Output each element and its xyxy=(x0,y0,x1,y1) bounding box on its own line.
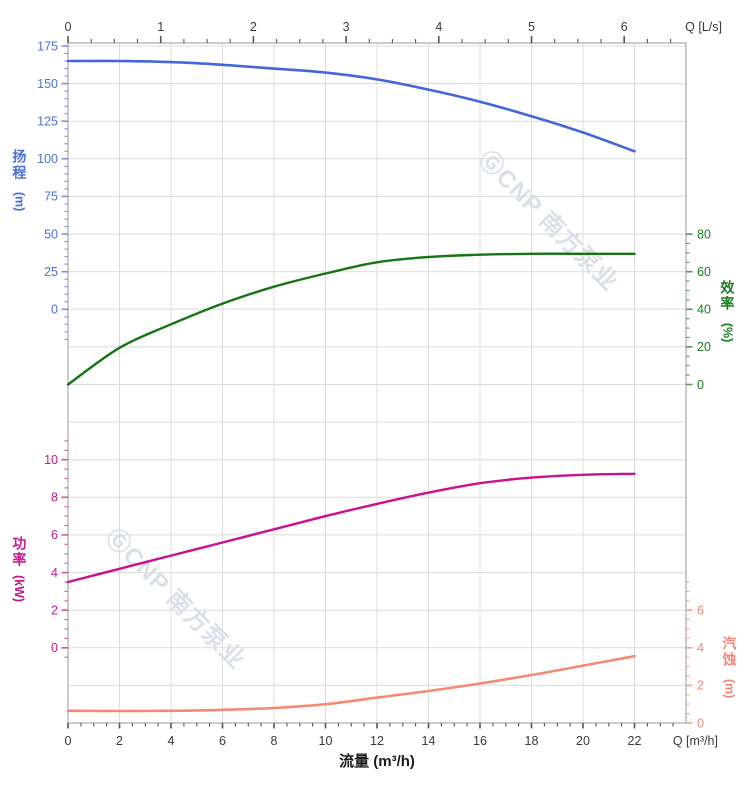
svg-text:60: 60 xyxy=(697,265,711,279)
bottom-axis: 0 2 4 6 8 10 12 14 16 18 20 22 xyxy=(65,723,674,748)
power-curve xyxy=(66,472,636,584)
bottom-axis-unit-label: Q [m³/h] xyxy=(672,734,718,748)
top-axis: 0 1 2 3 4 5 6 xyxy=(65,20,672,43)
flow-axis-title: 流量 (m³/h) xyxy=(339,753,415,770)
efficiency-axis-unit: (%) xyxy=(720,322,735,343)
svg-text:22: 22 xyxy=(628,734,642,748)
power-axis-unit: (kW) xyxy=(12,575,27,603)
head-axis: 175 150 125 100 75 50 25 0 xyxy=(37,39,68,340)
power-axis-title-text: 功率 xyxy=(11,536,28,568)
svg-text:0: 0 xyxy=(51,641,58,655)
efficiency-axis-title-text: 效率 xyxy=(719,280,736,312)
svg-text:20: 20 xyxy=(576,734,590,748)
top-axis-unit-label: Q [L/s] xyxy=(685,20,722,34)
svg-text:80: 80 xyxy=(697,227,711,241)
efficiency-axis: 80 60 40 20 0 xyxy=(686,227,711,392)
svg-text:25: 25 xyxy=(44,265,58,279)
head-axis-title-text: 扬程 xyxy=(11,149,28,181)
svg-text:8: 8 xyxy=(51,491,58,505)
npsh-axis-title: 汽蚀 (m) xyxy=(718,636,740,699)
npsh-curve xyxy=(66,654,636,713)
svg-text:8: 8 xyxy=(271,734,278,748)
npsh-axis-unit: (m) xyxy=(722,678,737,699)
svg-text:0: 0 xyxy=(697,378,704,392)
svg-text:10: 10 xyxy=(44,453,58,467)
svg-text:150: 150 xyxy=(37,77,58,91)
svg-text:4: 4 xyxy=(51,566,58,580)
head-axis-title: 扬程 (m) xyxy=(8,149,30,212)
svg-text:20: 20 xyxy=(697,340,711,354)
svg-text:16: 16 xyxy=(473,734,487,748)
svg-text:6: 6 xyxy=(697,604,704,618)
svg-text:2: 2 xyxy=(250,20,257,34)
efficiency-curve xyxy=(66,252,636,386)
svg-text:12: 12 xyxy=(370,734,384,748)
svg-text:0: 0 xyxy=(697,716,704,730)
efficiency-axis-title: 效率 (%) xyxy=(716,280,738,343)
svg-text:100: 100 xyxy=(37,152,58,166)
svg-text:1: 1 xyxy=(157,20,164,34)
svg-text:40: 40 xyxy=(697,303,711,317)
svg-text:0: 0 xyxy=(65,734,72,748)
svg-text:4: 4 xyxy=(697,641,704,655)
svg-text:175: 175 xyxy=(37,39,58,53)
svg-text:125: 125 xyxy=(37,115,58,129)
svg-text:6: 6 xyxy=(51,528,58,542)
gridlines xyxy=(67,43,687,724)
svg-text:2: 2 xyxy=(116,734,123,748)
svg-text:5: 5 xyxy=(528,20,535,34)
power-axis: 10 8 6 4 2 0 xyxy=(44,440,68,658)
head-axis-unit: (m) xyxy=(12,191,27,212)
svg-text:0: 0 xyxy=(51,303,58,317)
svg-text:6: 6 xyxy=(621,20,628,34)
svg-text:0: 0 xyxy=(65,20,72,34)
npsh-axis: 6 4 2 0 xyxy=(686,581,704,730)
svg-text:3: 3 xyxy=(343,20,350,34)
svg-text:6: 6 xyxy=(219,734,226,748)
svg-text:2: 2 xyxy=(697,679,704,693)
svg-text:14: 14 xyxy=(422,734,436,748)
svg-text:18: 18 xyxy=(525,734,539,748)
svg-text:4: 4 xyxy=(168,734,175,748)
svg-text:2: 2 xyxy=(51,604,58,618)
npsh-axis-title-text: 汽蚀 xyxy=(721,636,738,668)
svg-text:4: 4 xyxy=(435,20,442,34)
head-curve xyxy=(66,59,636,153)
svg-text:75: 75 xyxy=(44,190,58,204)
svg-text:10: 10 xyxy=(319,734,333,748)
svg-text:50: 50 xyxy=(44,227,58,241)
power-axis-title: 功率 (kW) xyxy=(8,536,30,602)
